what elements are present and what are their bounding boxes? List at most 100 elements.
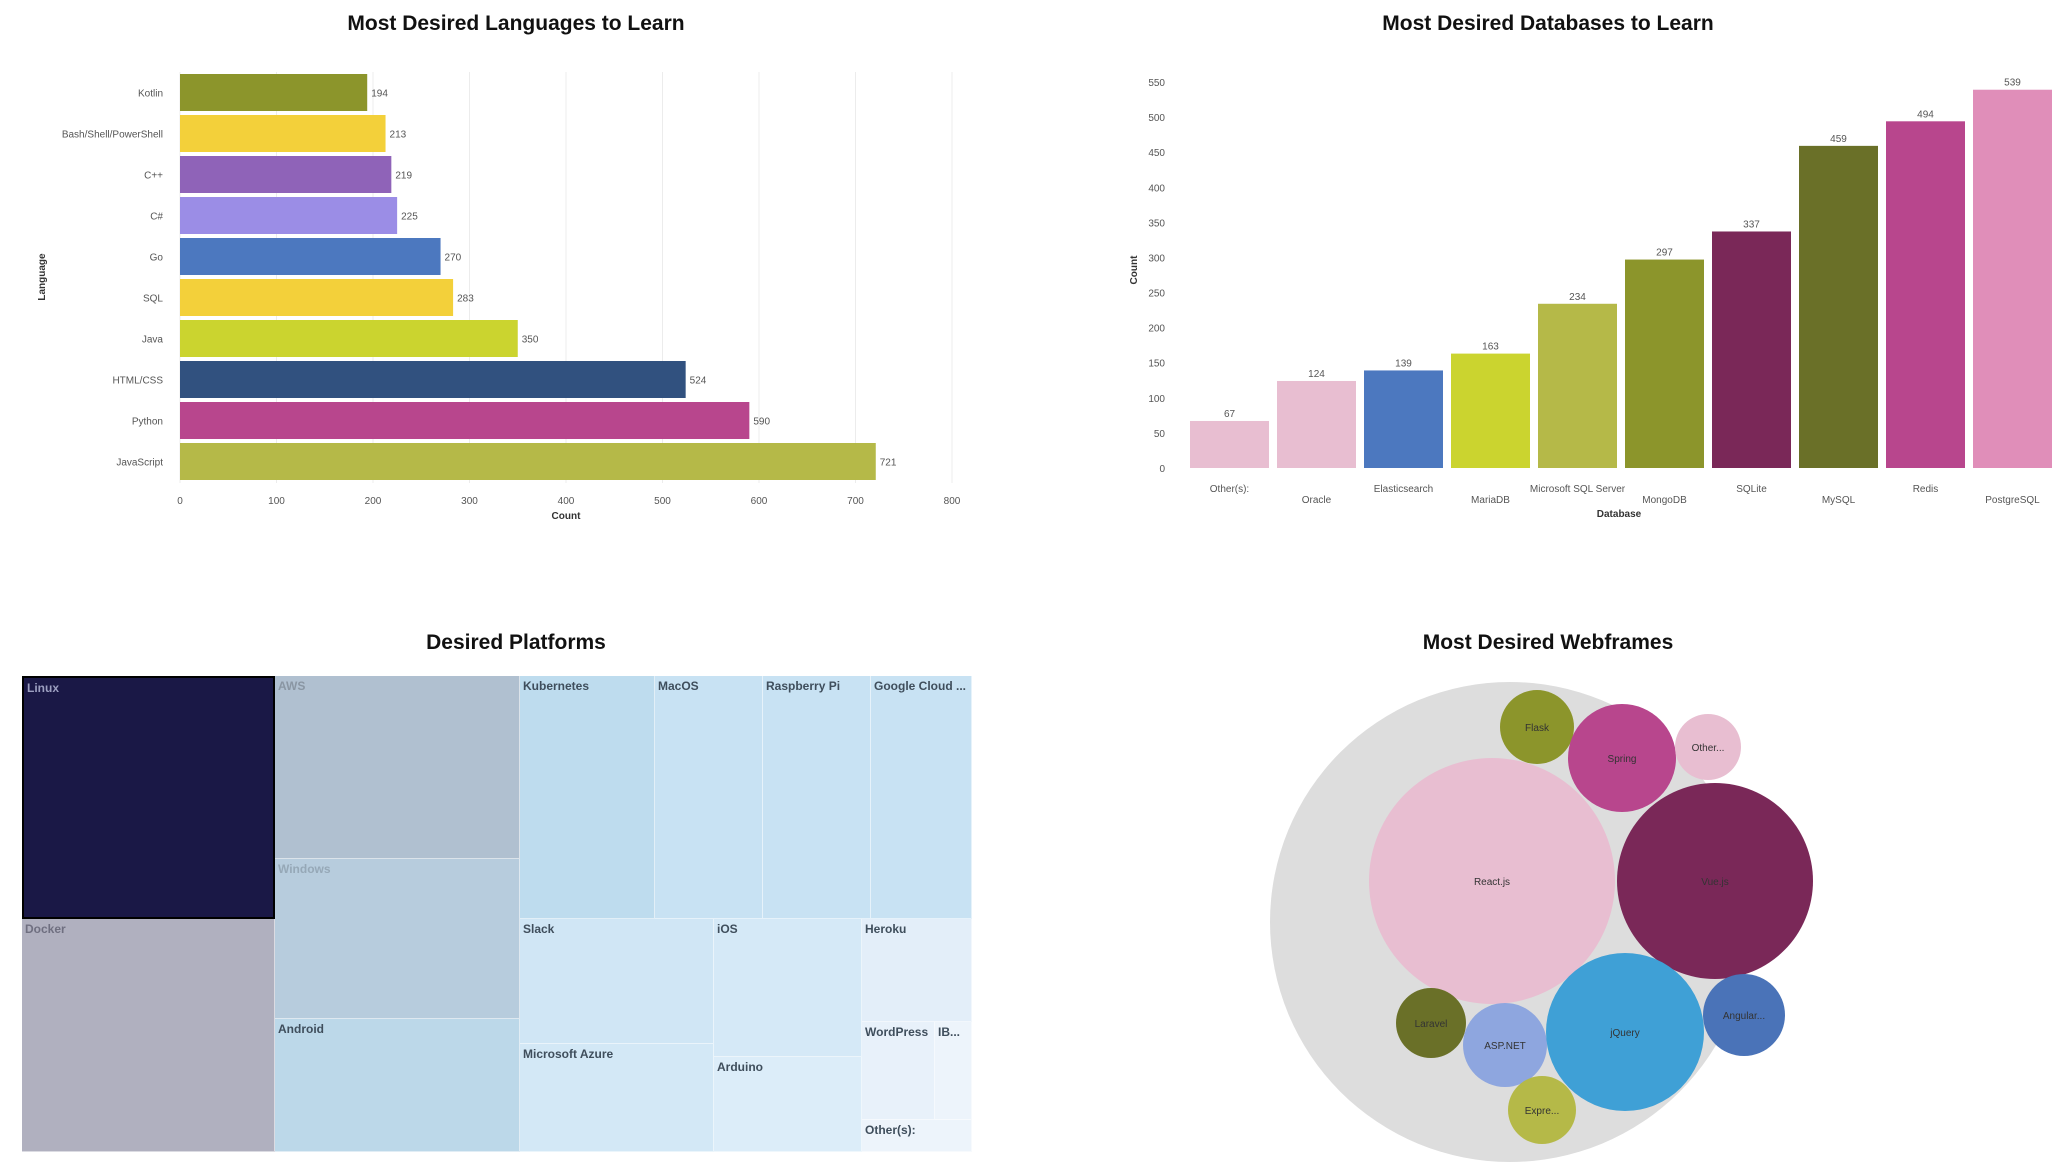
- bar: [1277, 380, 1356, 468]
- languages-bar-chart: 0 100 200 300 400 500 600 700 800 Kotlin 194 Bash/S…: [37, 72, 961, 522]
- value-label: 590: [753, 417, 770, 428]
- bar: [180, 443, 876, 480]
- treemap-tile: Linux: [22, 676, 275, 919]
- treemap-tile: MacOS: [655, 676, 763, 919]
- platforms-treemap: Linux Docker AWS Windows Android Kubernetes Ma…: [22, 676, 972, 1152]
- bar: [180, 115, 386, 152]
- bubble-label: Angular...: [1723, 1011, 1765, 1022]
- value-label: 297: [1656, 248, 1673, 259]
- x-tick-label: 300: [461, 496, 478, 507]
- treemap-tile-label: Other(s):: [865, 1123, 916, 1137]
- bar: [180, 402, 750, 439]
- databases-chart-panel: Most Desired Databases to Learn 0 50 100 15…: [1032, 0, 2064, 588]
- bar: [1712, 231, 1791, 468]
- category-label: Java: [142, 335, 164, 346]
- platforms-chart-panel: Desired Platforms Linux Docker AWS Windows A…: [0, 620, 1032, 1176]
- category-label: Redis: [1913, 484, 1939, 495]
- bubble-label: React.js: [1474, 877, 1510, 888]
- y-axis-label: Count: [1129, 255, 1140, 285]
- bubble-label: Flask: [1525, 723, 1550, 734]
- treemap-tile: iOS: [714, 919, 862, 1057]
- treemap-tile: Heroku: [862, 919, 972, 1022]
- treemap-tile: IB...: [935, 1022, 972, 1120]
- treemap-tile-label: Android: [278, 1022, 324, 1036]
- category-label: Microsoft SQL Server: [1530, 484, 1626, 495]
- x-tick-label: 100: [268, 496, 285, 507]
- bar: [180, 238, 441, 275]
- y-tick-label: 350: [1148, 218, 1165, 229]
- bubble: [1463, 1003, 1547, 1087]
- treemap-tile-label: Docker: [25, 922, 66, 936]
- y-tick-label: 0: [1159, 464, 1165, 475]
- value-label: 213: [390, 130, 407, 141]
- category-label: HTML/CSS: [112, 376, 163, 387]
- bar: [180, 197, 398, 234]
- bubble: [1703, 974, 1785, 1056]
- value-label: 539: [2004, 78, 2021, 89]
- category-label: Other(s):: [1210, 484, 1249, 495]
- x-tick-label: 600: [751, 496, 768, 507]
- languages-chart-panel: Most Desired Languages to Learn 0 100 200 3…: [0, 0, 1032, 588]
- bar: [180, 361, 686, 398]
- bubble: [1369, 758, 1615, 1004]
- bubble: [1500, 690, 1574, 764]
- category-label: MongoDB: [1642, 495, 1687, 506]
- y-tick-label: 100: [1148, 394, 1165, 405]
- value-label: 721: [880, 458, 897, 469]
- value-label: 234: [1569, 292, 1586, 303]
- languages-chart-title: Most Desired Languages to Learn: [347, 12, 685, 35]
- bar: [1364, 370, 1443, 468]
- value-label: 524: [690, 376, 707, 387]
- value-label: 219: [395, 171, 412, 182]
- treemap-tile: Microsoft Azure: [520, 1044, 714, 1152]
- bubble-label: Laravel: [1415, 1019, 1448, 1030]
- treemap-tile-label: IB...: [938, 1025, 961, 1039]
- databases-bar-chart: 0 50 100 150 200 250 300 350 400 450 500 550 67 Other…: [1129, 78, 2052, 520]
- value-label: 194: [371, 89, 388, 100]
- bubble-label: Other...: [1692, 743, 1725, 754]
- treemap-tile: Windows: [275, 859, 520, 1019]
- category-label: Kotlin: [138, 89, 163, 100]
- x-axis-label: Count: [552, 511, 582, 522]
- bar: [1973, 89, 2052, 468]
- bar: [1451, 353, 1530, 468]
- bubble: [1508, 1076, 1576, 1144]
- value-label: 337: [1743, 219, 1760, 230]
- value-label: 459: [1830, 134, 1847, 145]
- value-label: 270: [445, 253, 462, 264]
- bar: [1886, 121, 1965, 468]
- bubble: [1617, 783, 1813, 979]
- webframes-chart-title: Most Desired Webframes: [1422, 631, 1674, 654]
- category-label: C#: [150, 212, 163, 223]
- treemap-tile-label: AWS: [278, 679, 306, 693]
- value-label: 163: [1482, 342, 1499, 353]
- bubble-label: ASP.NET: [1484, 1041, 1526, 1052]
- y-tick-label: 400: [1148, 183, 1165, 194]
- x-axis-label: Database: [1597, 509, 1642, 520]
- webframes-bubble-chart: Flask Spring Other... React.js Vue.js Laravel…: [1270, 682, 1813, 1162]
- category-label: Oracle: [1302, 495, 1332, 506]
- y-tick-label: 550: [1148, 78, 1165, 89]
- value-label: 225: [401, 212, 418, 223]
- category-label: MariaDB: [1471, 495, 1510, 506]
- value-label: 494: [1917, 109, 1934, 120]
- bubble-label: Vue.js: [1701, 877, 1728, 888]
- y-tick-label: 500: [1148, 113, 1165, 124]
- bubble: [1546, 953, 1704, 1111]
- x-tick-label: 800: [944, 496, 961, 507]
- treemap-tile: AWS: [275, 676, 520, 859]
- treemap-tile-label: Windows: [278, 862, 331, 876]
- value-label: 350: [522, 335, 539, 346]
- y-tick-label: 250: [1148, 289, 1165, 300]
- treemap-tile: Docker: [22, 919, 275, 1152]
- treemap-tile-label: WordPress: [865, 1025, 929, 1039]
- category-label: PostgreSQL: [1985, 495, 2040, 506]
- y-tick-label: 300: [1148, 253, 1165, 264]
- bubble: [1675, 714, 1741, 780]
- treemap-tile-label: Slack: [523, 922, 555, 936]
- x-tick-label: 500: [654, 496, 671, 507]
- webframes-chart-panel: Most Desired Webframes Flask Spring Other.…: [1032, 620, 2064, 1176]
- y-tick-label: 50: [1154, 429, 1166, 440]
- treemap-tile-label: MacOS: [658, 679, 699, 693]
- value-label: 283: [457, 294, 474, 305]
